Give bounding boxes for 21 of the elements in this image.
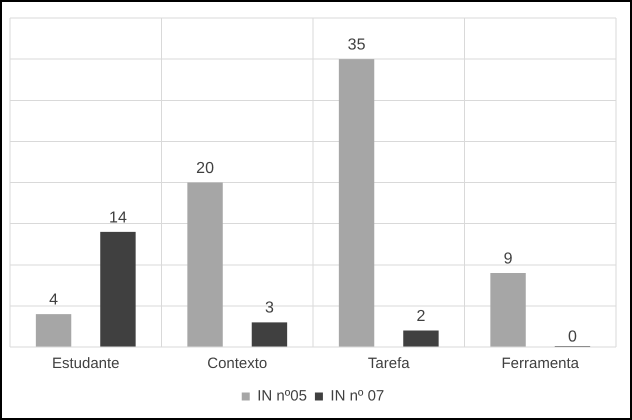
data-label: 3	[264, 300, 274, 317]
bar	[100, 232, 136, 346]
data-label: 4	[49, 292, 58, 309]
bar	[252, 322, 288, 346]
data-label: 9	[504, 250, 513, 268]
data-label: 35	[348, 36, 366, 54]
legend-label: IN nº05	[257, 388, 307, 405]
bar	[338, 59, 374, 346]
data-label: 0	[568, 328, 577, 346]
bar	[36, 314, 72, 346]
x-tick-label: Tarefa	[368, 355, 410, 372]
x-tick-label: Estudante	[52, 355, 120, 372]
data-label: 20	[196, 160, 214, 177]
x-tick-label: Contexto	[207, 355, 268, 372]
bar	[490, 272, 526, 346]
legend-label: IN nº 07	[330, 388, 384, 405]
bar	[187, 182, 223, 346]
data-label: 14	[109, 209, 127, 226]
bar	[403, 330, 439, 346]
data-label: 2	[416, 308, 426, 325]
x-tick-label: Ferramenta	[501, 355, 580, 372]
